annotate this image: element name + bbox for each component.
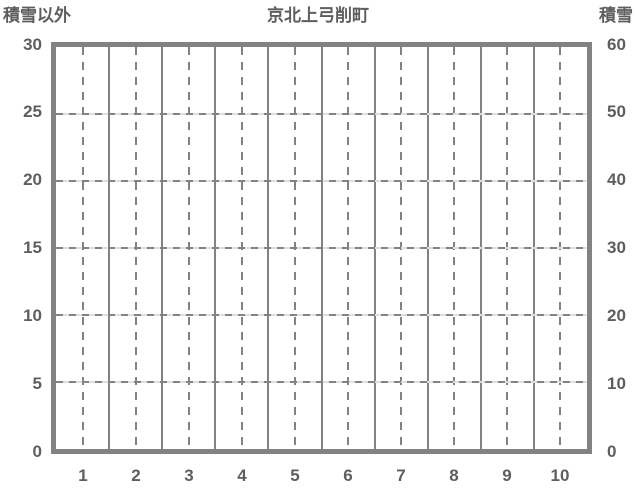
x-axis-tick-label: 5 xyxy=(290,466,300,485)
right-axis-tick-label: 20 xyxy=(607,306,626,325)
gridline-horizontal-dashed xyxy=(56,314,587,316)
x-axis-tick-label: 6 xyxy=(343,466,353,485)
right-axis-tick-label: 60 xyxy=(607,35,626,54)
right-axis-tick-label: 50 xyxy=(607,102,626,121)
x-axis-tick-label: 1 xyxy=(78,466,88,485)
right-axis-title: 積雪 xyxy=(599,6,633,25)
left-axis-tick-label: 25 xyxy=(23,102,42,121)
left-axis-tick-label: 0 xyxy=(32,442,42,461)
x-axis-tick-label: 2 xyxy=(131,466,141,485)
left-axis-tick-label: 30 xyxy=(23,35,42,54)
x-axis-tick-label: 3 xyxy=(184,466,194,485)
left-axis-tick-label: 10 xyxy=(23,306,42,325)
gridline-horizontal-dashed xyxy=(56,113,587,115)
left-axis-tick-label: 15 xyxy=(23,238,42,257)
left-axis-tick-label: 20 xyxy=(23,170,42,189)
plot-area xyxy=(51,42,592,454)
right-axis-tick-label: 40 xyxy=(607,170,626,189)
x-axis-tick-label: 4 xyxy=(237,466,247,485)
right-axis-tick-label: 30 xyxy=(607,238,626,257)
gridline-horizontal-dashed xyxy=(56,247,587,249)
x-axis-tick-label: 9 xyxy=(502,466,512,485)
left-axis-title: 積雪以外 xyxy=(3,6,71,25)
x-axis-tick-label: 8 xyxy=(449,466,459,485)
right-axis-tick-label: 10 xyxy=(607,374,626,393)
gridline-horizontal-dashed xyxy=(56,180,587,182)
left-axis-tick-label: 5 xyxy=(32,374,42,393)
chart-title: 京北上弓削町 xyxy=(267,6,369,25)
gridline-horizontal-dashed xyxy=(56,381,587,383)
x-axis-tick-label: 7 xyxy=(396,466,406,485)
x-axis-tick-label: 10 xyxy=(550,466,570,485)
right-axis-tick-label: 0 xyxy=(607,442,617,461)
